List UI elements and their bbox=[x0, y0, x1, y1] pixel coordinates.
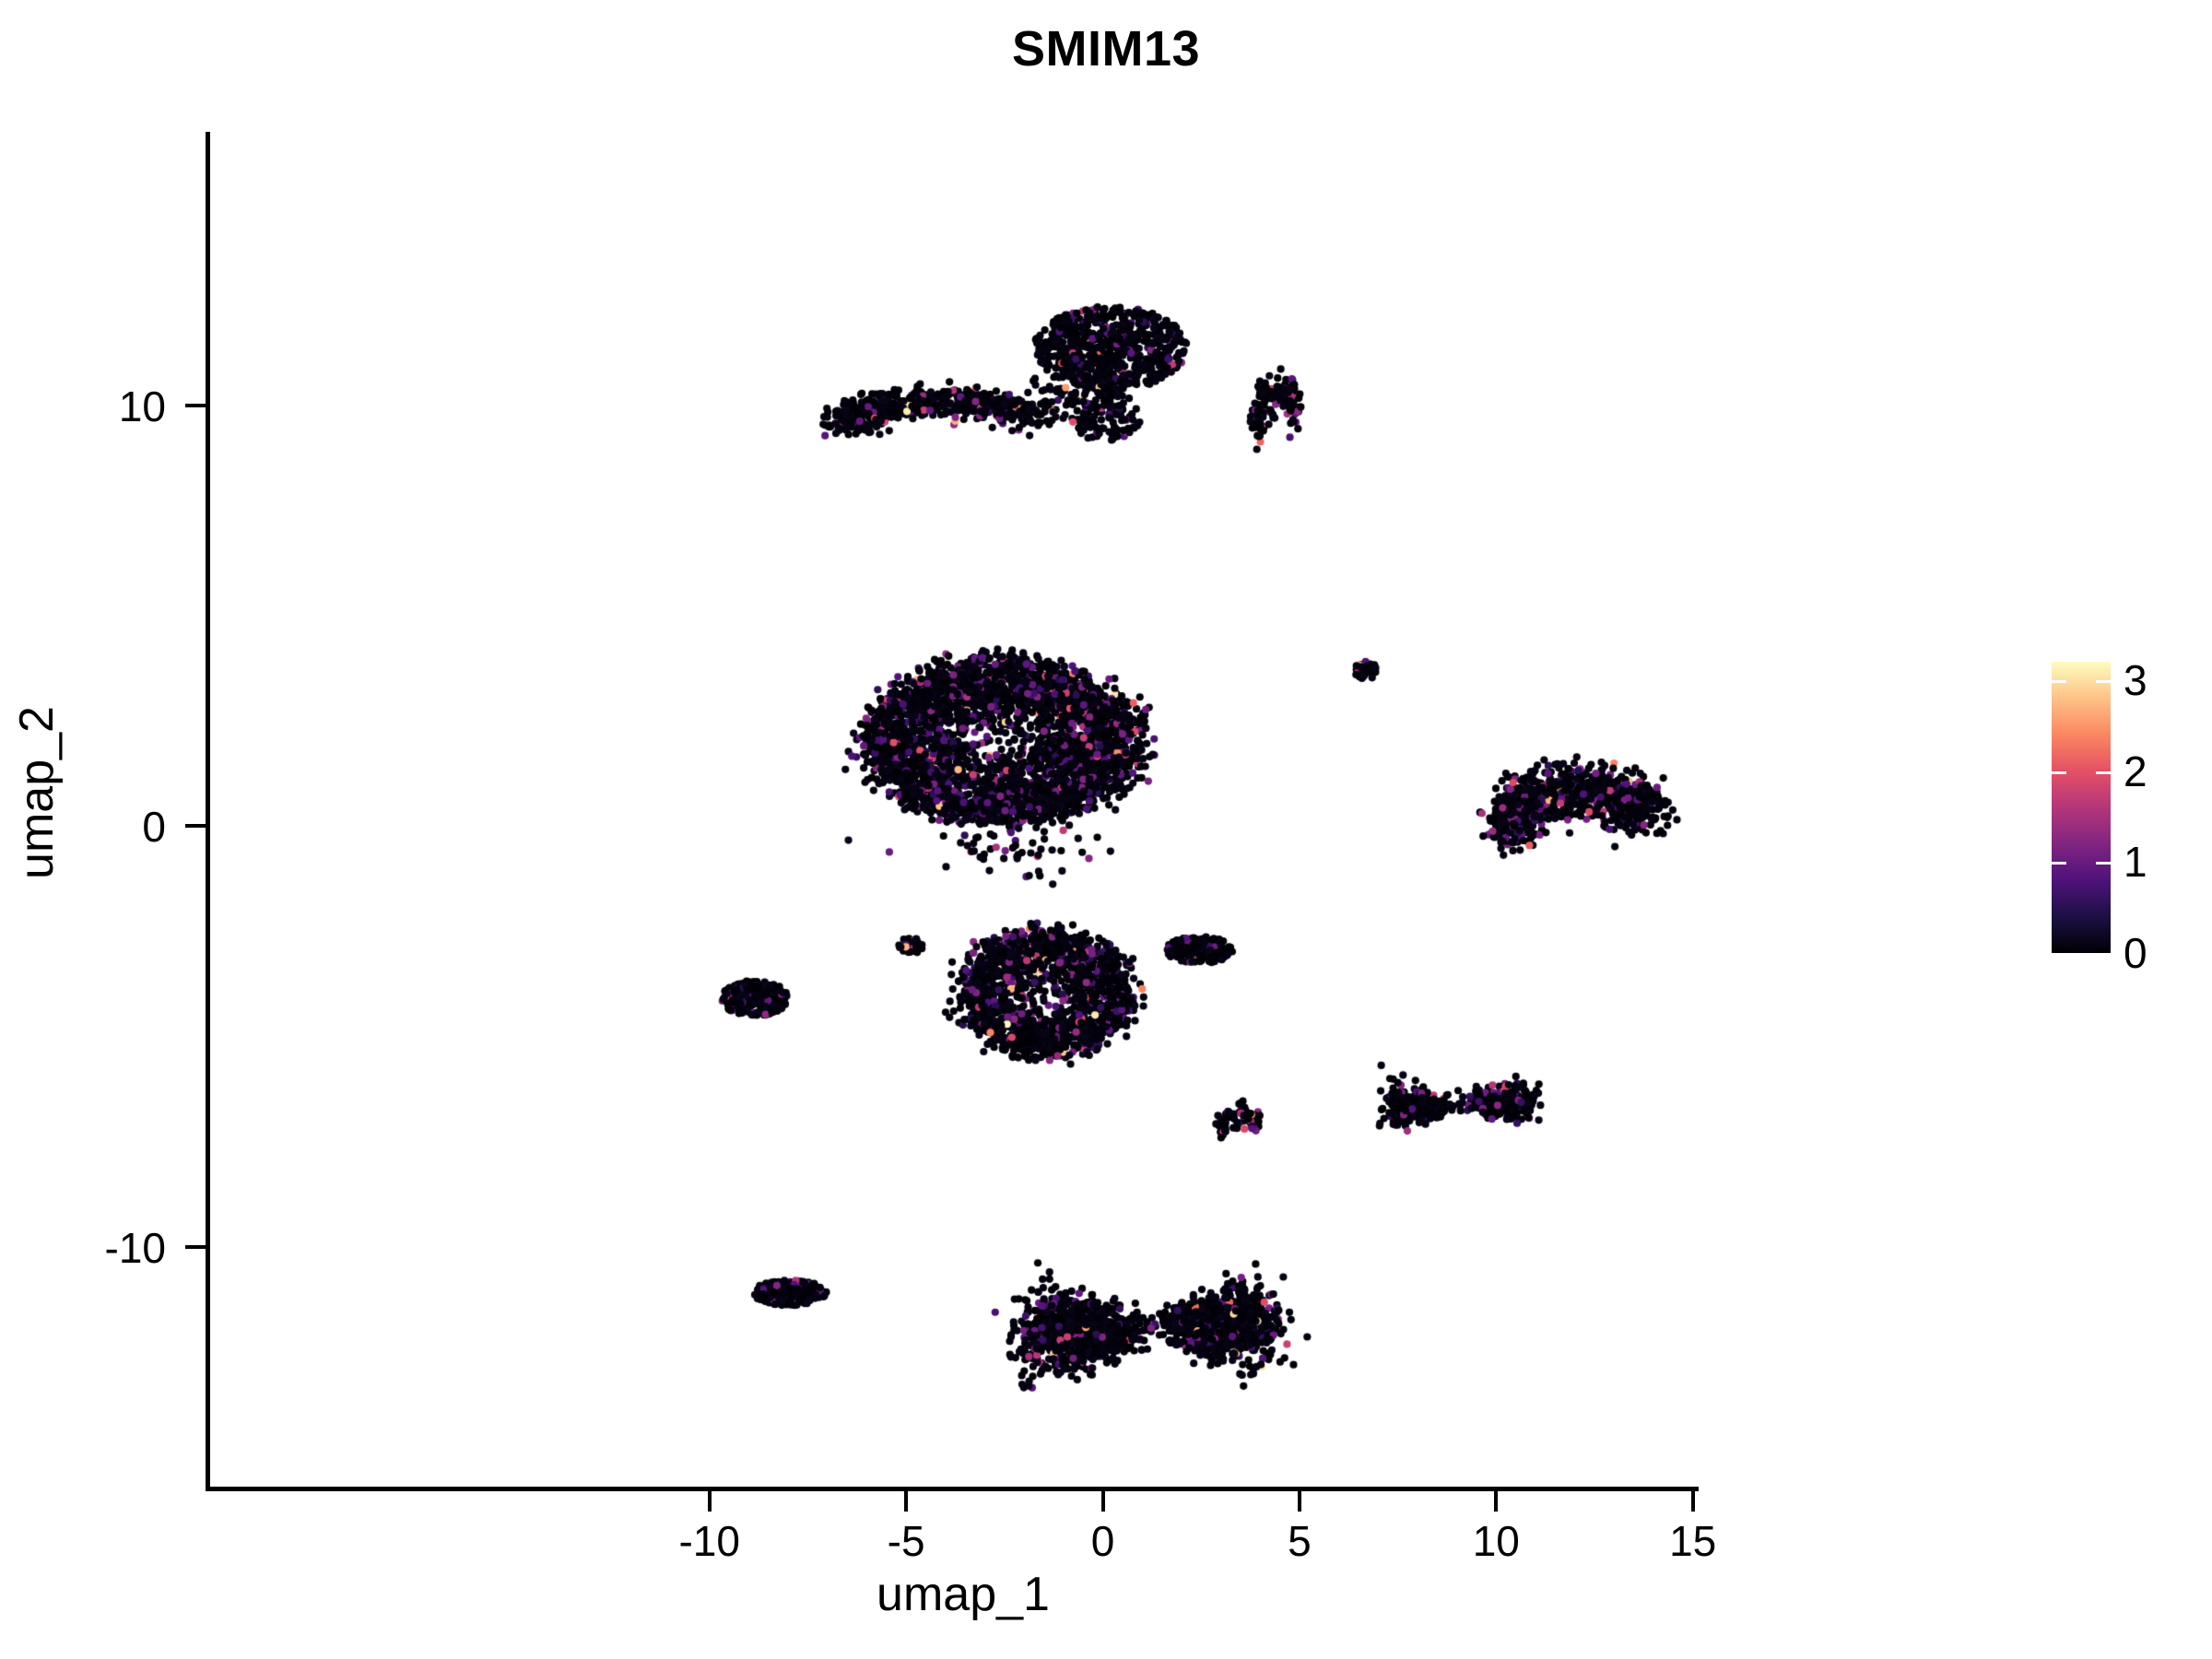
colorbar-tick-label: 1 bbox=[2124, 838, 2147, 887]
x-tick-label: -10 bbox=[678, 1517, 740, 1565]
x-tick-label: 10 bbox=[1472, 1517, 1520, 1565]
x-tick-mark bbox=[1690, 1491, 1695, 1512]
x-tick-mark bbox=[707, 1491, 712, 1512]
y-tick-mark bbox=[185, 824, 206, 828]
x-tick-mark bbox=[1494, 1491, 1499, 1512]
x-tick-label: -5 bbox=[887, 1517, 925, 1565]
colorbar-tick-mark bbox=[2052, 950, 2066, 953]
y-axis-line bbox=[206, 132, 210, 1491]
x-tick-mark bbox=[1297, 1491, 1301, 1512]
y-tick-label: 10 bbox=[118, 382, 166, 430]
colorbar-tick-label: 3 bbox=[2124, 655, 2147, 704]
colorbar-tick-mark bbox=[2096, 862, 2111, 865]
colorbar-tick-mark bbox=[2096, 950, 2111, 953]
y-tick-mark bbox=[185, 1244, 206, 1249]
colorbar-tick-label: 0 bbox=[2124, 929, 2147, 977]
colorbar-tick-mark bbox=[2096, 771, 2111, 774]
y-tick-label: 0 bbox=[142, 803, 166, 851]
colorbar-gradient bbox=[2052, 662, 2111, 953]
x-tick-mark bbox=[904, 1491, 909, 1512]
y-axis-label: umap_2 bbox=[10, 706, 64, 879]
colorbar-tick-mark bbox=[2096, 679, 2111, 683]
colorbar-tick-mark bbox=[2052, 862, 2066, 865]
colorbar bbox=[2052, 662, 2111, 953]
x-tick-mark bbox=[1100, 1491, 1105, 1512]
colorbar-tick-mark bbox=[2052, 679, 2066, 683]
x-axis-line bbox=[206, 1487, 1699, 1491]
x-axis-label: umap_1 bbox=[877, 1568, 1050, 1621]
colorbar-tick-label: 2 bbox=[2124, 747, 2147, 795]
colorbar-tick-mark bbox=[2052, 771, 2066, 774]
x-tick-label: 15 bbox=[1669, 1517, 1717, 1565]
x-tick-label: 0 bbox=[1090, 1517, 1115, 1565]
y-tick-mark bbox=[185, 403, 206, 407]
y-tick-label: -10 bbox=[104, 1223, 166, 1272]
x-tick-label: 5 bbox=[1288, 1517, 1312, 1565]
